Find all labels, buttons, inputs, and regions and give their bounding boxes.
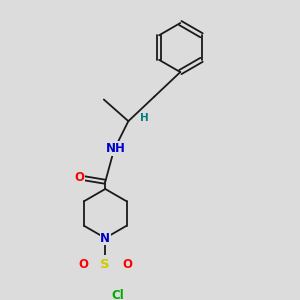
Text: O: O [79,257,88,271]
Text: N: N [100,232,110,244]
Text: H: H [140,113,148,123]
Text: O: O [122,257,132,271]
Text: Cl: Cl [112,289,124,300]
Text: S: S [100,257,110,271]
Text: NH: NH [105,142,125,155]
Text: O: O [74,171,84,184]
